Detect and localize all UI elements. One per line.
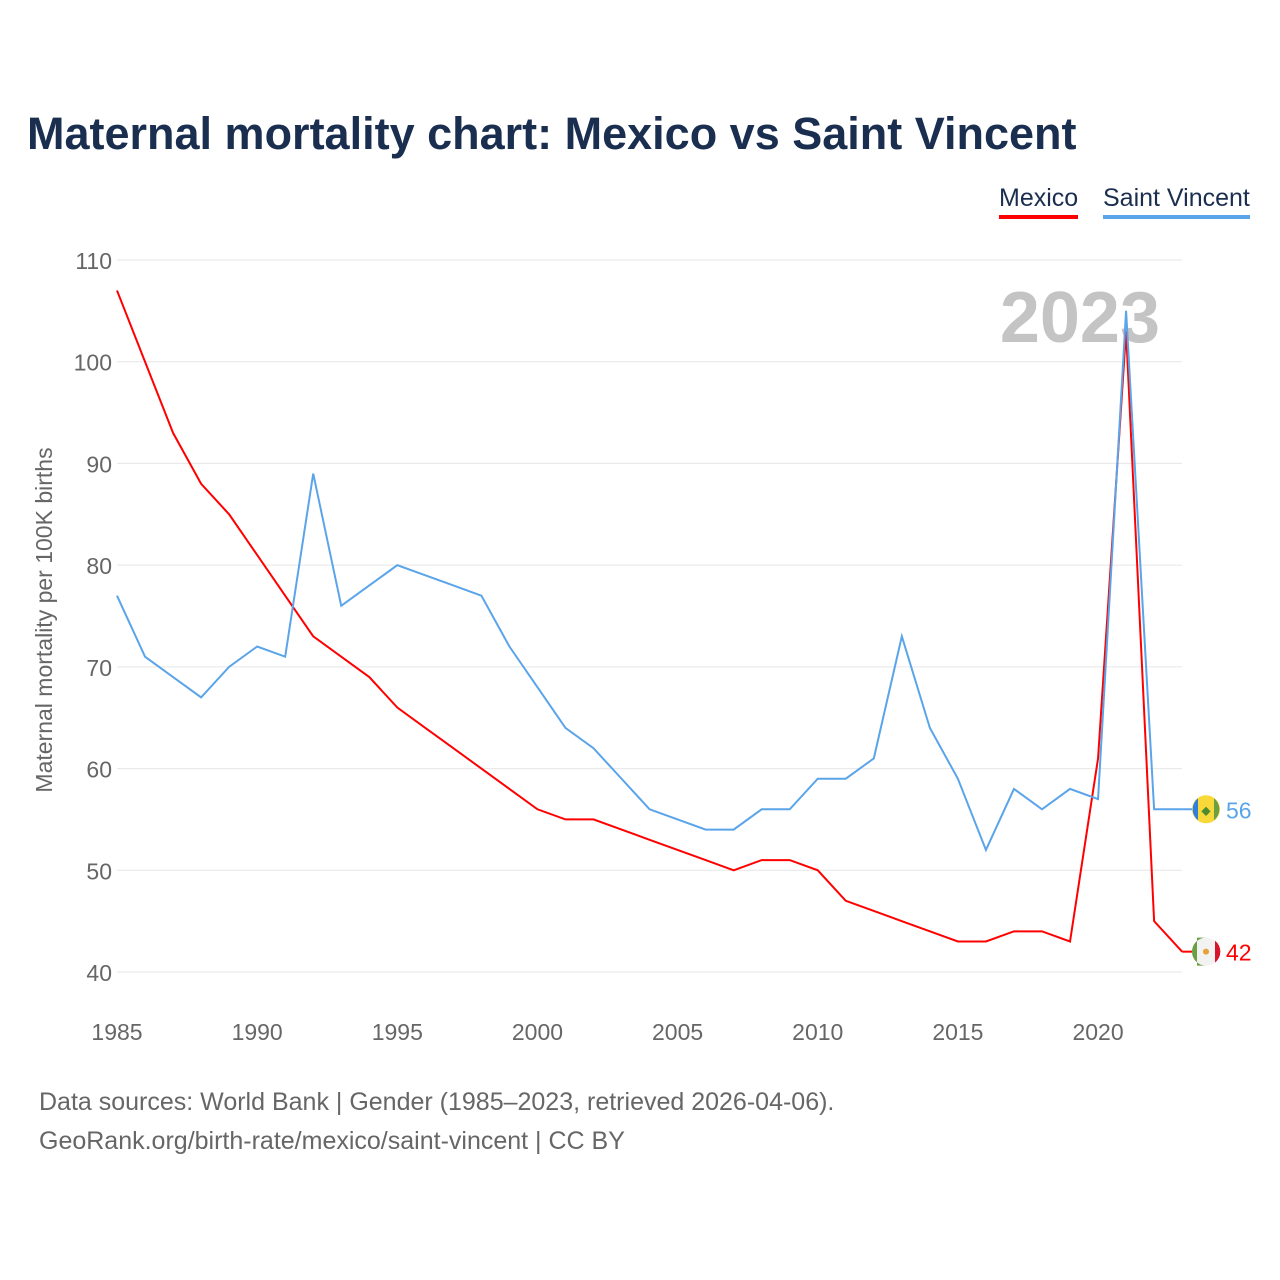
flag-emblem <box>1203 948 1209 955</box>
y-tick-label: 40 <box>86 960 112 986</box>
y-axis-label: Maternal mortality per 100K births <box>31 447 57 792</box>
legend-saint-vincent[interactable]: Saint Vincent <box>1103 184 1250 219</box>
y-tick-label: 70 <box>86 655 112 681</box>
flag-green <box>1192 937 1206 966</box>
end-value-label: 42 <box>1226 940 1252 966</box>
y-tick-label: 110 <box>75 248 112 274</box>
legend-mexico[interactable]: Mexico <box>999 184 1079 219</box>
series-line-saint-vincent <box>116 310 1183 853</box>
footer-sources: Data sources: World Bank | Gender (1985–… <box>39 1088 835 1116</box>
chart-title: Maternal mortality chart: Mexico vs Sain… <box>27 108 1077 159</box>
x-tick-label: 1985 <box>91 1019 142 1045</box>
y-tick-label: 90 <box>86 451 112 477</box>
flag-blue <box>1192 798 1198 821</box>
x-tick-label: 1995 <box>372 1019 423 1045</box>
y-tick-label: 50 <box>86 858 112 884</box>
x-tick-label: 2020 <box>1072 1019 1123 1045</box>
flag-emblem: ◆ <box>1201 803 1211 817</box>
end-value-label: 56 <box>1226 797 1252 823</box>
flag-green <box>1214 798 1220 821</box>
y-tick-label: 60 <box>86 757 112 783</box>
x-tick-label: 2005 <box>652 1019 703 1045</box>
footer-credit: GeoRank.org/birth-rate/mexico/saint-vinc… <box>39 1127 625 1155</box>
x-tick-label: 2010 <box>792 1019 843 1045</box>
x-tick-label: 1990 <box>232 1019 283 1045</box>
flag-red <box>1215 940 1221 963</box>
year-label: 2023 <box>1000 278 1160 358</box>
series-line-mexico <box>116 290 1183 953</box>
x-tick-label: 2000 <box>512 1019 563 1045</box>
x-tick-label: 2015 <box>932 1019 983 1045</box>
y-tick-label: 100 <box>74 350 112 376</box>
saint-vincent-flag-icon <box>1192 795 1220 824</box>
y-tick-label: 80 <box>86 553 112 579</box>
